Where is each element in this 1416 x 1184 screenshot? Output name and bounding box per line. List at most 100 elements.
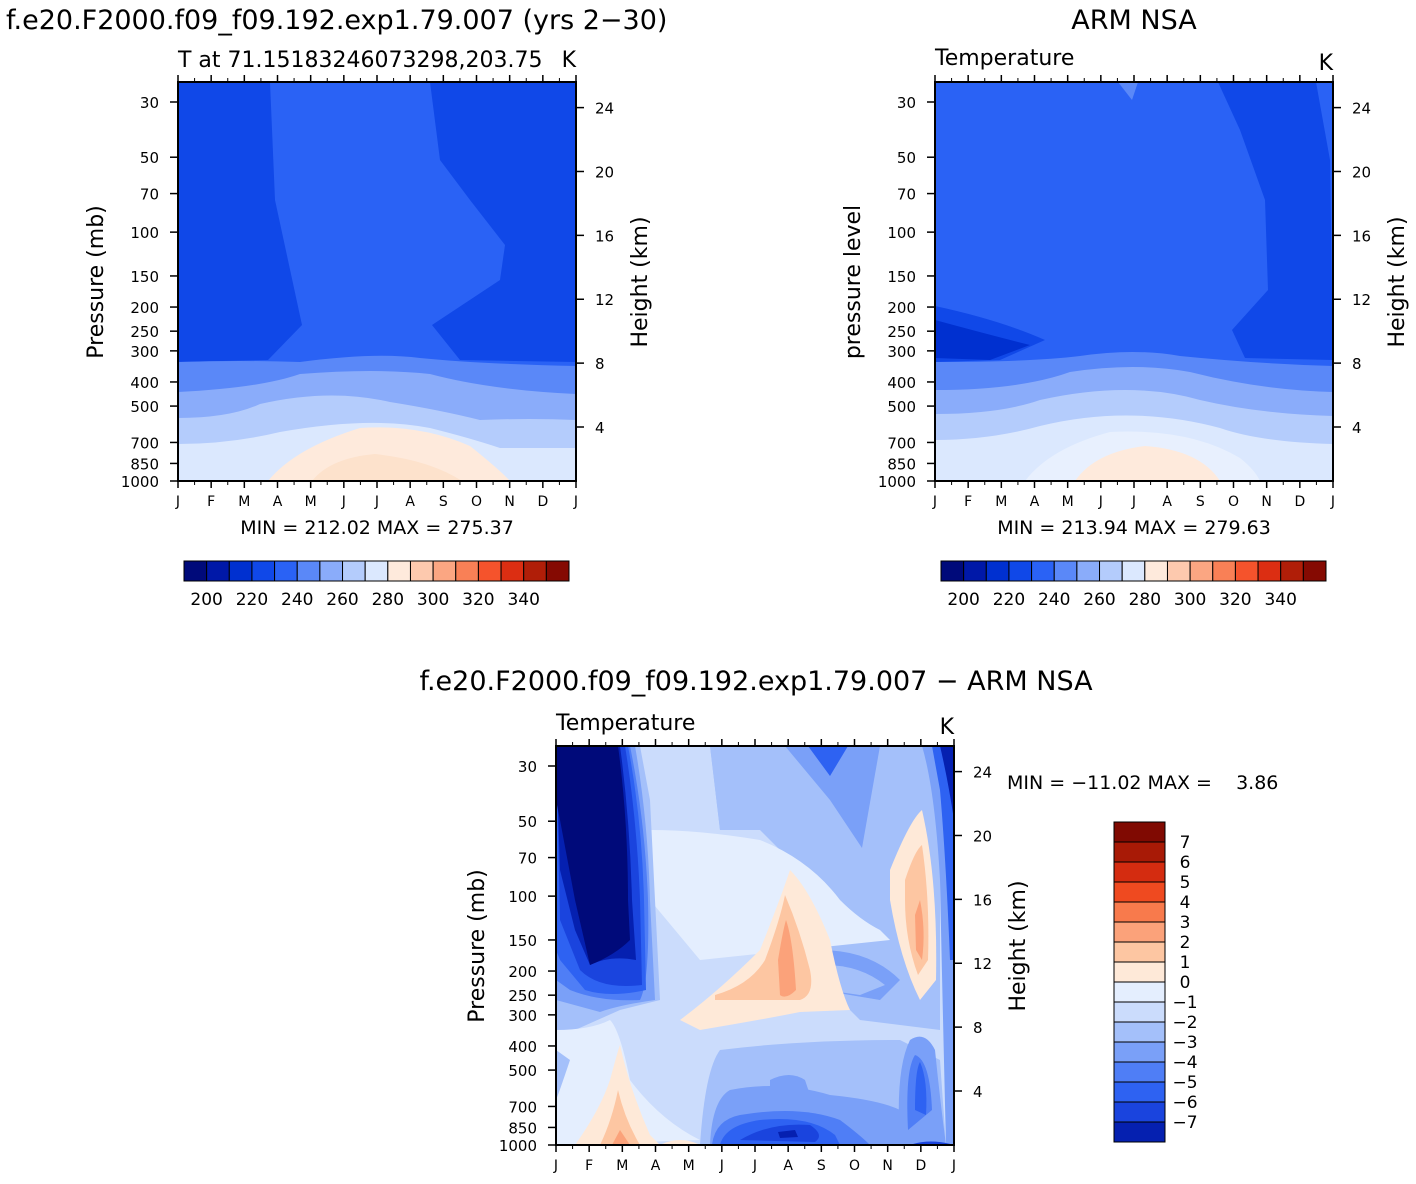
colorbar-swatch: [1076, 560, 1101, 582]
colorbar-swatch: [477, 560, 502, 582]
colorbar-swatch: [1189, 560, 1214, 582]
colorbar-swatch: [1212, 560, 1236, 582]
x-tick-label: J: [553, 1158, 558, 1174]
y-tick-label: 1000: [499, 1137, 537, 1155]
x-tick-label: D: [537, 494, 548, 510]
x-tick-label: A: [1162, 494, 1172, 510]
x-tick-label: M: [995, 494, 1007, 510]
x-tick-label: J: [573, 494, 578, 510]
x-tick-label: M: [683, 1158, 695, 1174]
x-tick-label: A: [405, 494, 415, 510]
x-tick-label: J: [719, 1158, 724, 1174]
contour-band: [556, 1050, 570, 1100]
contour-band: [778, 1130, 798, 1138]
x-tick-label: D: [915, 1158, 926, 1174]
colorbar-swatch: [545, 560, 570, 582]
left-axis-label: pressure level: [841, 205, 866, 359]
contour-band: [1118, 82, 1138, 100]
x-tick-label: O: [1228, 494, 1239, 510]
contour-band: [178, 82, 302, 362]
colorbar-swatch: [940, 560, 965, 582]
contour-band: [932, 746, 954, 960]
right-y-tick-label: 20: [1352, 163, 1371, 181]
colorbar-swatch: [183, 560, 208, 582]
x-tick-label: J: [341, 494, 346, 510]
left-axis-label: Pressure (mb): [84, 205, 109, 359]
colorbar-swatch: [274, 560, 298, 582]
y-tick-label: 200: [130, 299, 159, 317]
panel-units: K: [1319, 51, 1334, 76]
contour-band: [1218, 82, 1333, 360]
contour-band: [915, 900, 924, 960]
colorbar-swatch: [1257, 560, 1282, 582]
colorbar-label: −3: [1172, 1033, 1197, 1053]
x-tick-label: A: [783, 1158, 793, 1174]
colorbar-label: 7: [1180, 833, 1191, 853]
y-tick-label: 100: [508, 888, 537, 906]
panel-title: Temperature: [555, 711, 695, 736]
y-tick-label: 300: [508, 1007, 537, 1025]
colorbar-swatch: [985, 560, 1010, 582]
right-y-tick-label: 16: [973, 891, 992, 909]
contour-band: [710, 746, 940, 900]
x-tick-label: J: [1330, 494, 1335, 510]
x-tick-label: M: [616, 1158, 628, 1174]
y-tick-label: 30: [518, 758, 537, 776]
model-contour-field: [178, 82, 576, 481]
y-tick-label: 50: [518, 813, 537, 831]
colorbar-swatch: [387, 560, 411, 582]
y-tick-label: 500: [887, 398, 916, 416]
x-tick-label: O: [849, 1158, 860, 1174]
y-tick-label: 70: [897, 186, 916, 204]
contour-band: [785, 746, 880, 848]
y-tick-label: 50: [140, 149, 159, 167]
colorbar-label: −4: [1172, 1053, 1197, 1073]
colorbar-swatch: [251, 560, 276, 582]
colorbar-label: 260: [326, 590, 358, 610]
y-tick-label: 100: [130, 224, 159, 242]
colorbar-swatch: [1113, 841, 1166, 863]
y-tick-label: 700: [130, 434, 159, 452]
x-tick-label: M: [238, 494, 250, 510]
colorbar-swatch: [1113, 1001, 1166, 1023]
right-axis-label: Height (km): [1385, 216, 1410, 347]
colorbar-swatch: [1121, 560, 1146, 582]
right-y-tick-label: 16: [595, 227, 614, 245]
contour-band: [612, 1130, 630, 1145]
x-tick-label: A: [273, 494, 283, 510]
contour-band: [808, 746, 848, 776]
contour-band: [940, 746, 954, 820]
colorbar-swatch: [1008, 560, 1033, 582]
x-tick-label: D: [1294, 494, 1305, 510]
x-tick-label: J: [1131, 494, 1136, 510]
y-tick-label: 50: [897, 149, 916, 167]
right-y-tick-label: 24: [595, 100, 614, 118]
colorbar-label: 5: [1180, 873, 1191, 893]
y-tick-label: 700: [887, 434, 916, 452]
colorbar-swatch: [1113, 1021, 1166, 1043]
colorbar-swatch: [1166, 560, 1191, 582]
contour-band: [1075, 446, 1220, 481]
contour-band: [915, 1062, 927, 1115]
colorbar-label: −6: [1172, 1093, 1197, 1113]
colorbar-swatch: [1113, 1081, 1166, 1103]
contour-band: [312, 454, 462, 481]
y-tick-label: 70: [518, 850, 537, 868]
x-tick-label: N: [1261, 494, 1271, 510]
colorbar-label: 280: [1129, 590, 1161, 610]
right-y-tick-label: 8: [1352, 355, 1362, 373]
y-tick-label: 150: [130, 268, 159, 286]
y-tick-label: 150: [887, 268, 916, 286]
x-tick-label: N: [504, 494, 514, 510]
right-y-tick-label: 24: [1352, 100, 1371, 118]
panel-title: Temperature: [934, 46, 1074, 71]
colorbar-swatch: [1113, 1101, 1166, 1123]
colorbar-label: 320: [462, 590, 494, 610]
x-tick-label: F: [585, 1158, 593, 1174]
colorbar-swatch: [1099, 560, 1123, 582]
colorbar-label: −2: [1172, 1013, 1197, 1033]
colorbar-label: 220: [236, 590, 268, 610]
colorbar-swatch: [1031, 560, 1055, 582]
